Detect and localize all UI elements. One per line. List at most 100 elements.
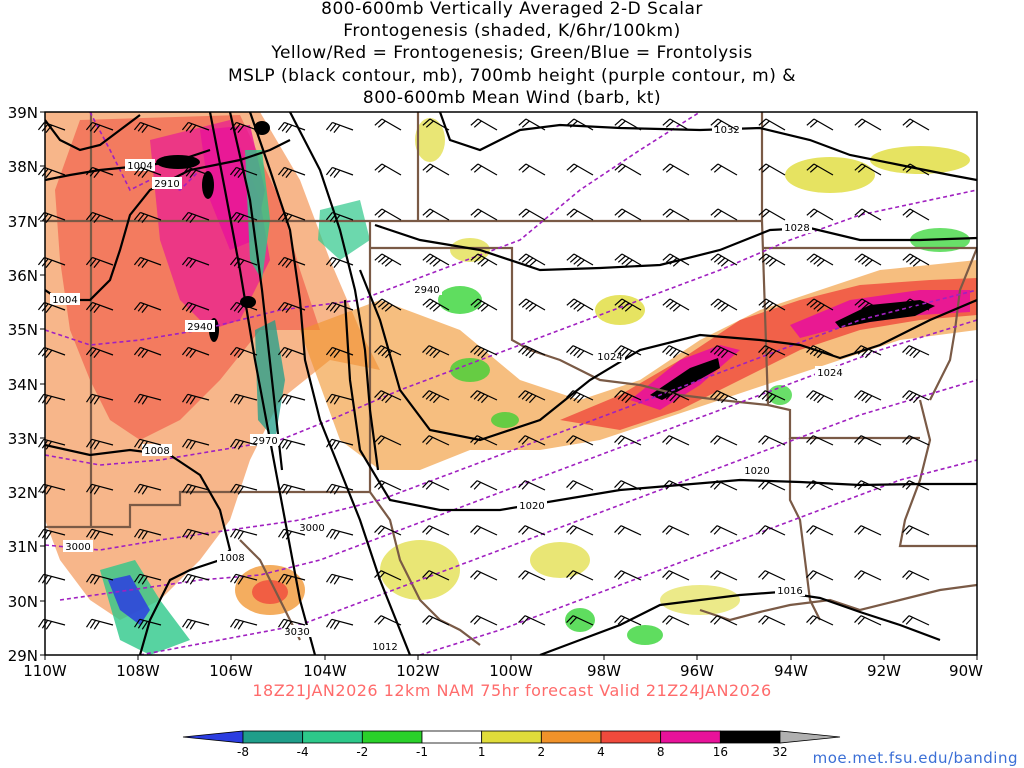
wind-barb bbox=[758, 298, 786, 312]
wind-barb bbox=[806, 345, 834, 359]
lat-label: 34N bbox=[8, 376, 38, 394]
wind-barb bbox=[230, 483, 258, 495]
wind-barb bbox=[278, 528, 306, 540]
colorbar-box bbox=[421, 730, 483, 744]
wind-barb bbox=[277, 166, 306, 179]
wind-barb bbox=[277, 256, 306, 269]
wind-barb bbox=[902, 615, 930, 626]
colorbar-box bbox=[361, 730, 423, 744]
wind-barb bbox=[710, 345, 738, 359]
wind-barb bbox=[422, 298, 450, 312]
wind-barb bbox=[662, 480, 690, 491]
wind-barb bbox=[229, 166, 258, 179]
mslp-label: 1032 bbox=[714, 125, 739, 136]
wind-barb bbox=[806, 208, 834, 221]
wind-barb bbox=[806, 525, 834, 536]
wind-barb bbox=[614, 345, 642, 359]
wind-barb bbox=[470, 525, 498, 536]
wind-barb bbox=[374, 570, 402, 581]
height-label: 3000 bbox=[65, 542, 90, 553]
height-label: 3030 bbox=[284, 627, 309, 638]
colorbar-box bbox=[719, 730, 781, 744]
wind-barb bbox=[470, 298, 498, 312]
wind-barb bbox=[902, 163, 930, 176]
wind-barb bbox=[902, 208, 930, 221]
wind-barb bbox=[133, 256, 162, 269]
wind-barb bbox=[278, 438, 306, 450]
wind-barb bbox=[902, 253, 930, 267]
wind-barb bbox=[566, 390, 594, 404]
height-contour-labels: 2910 2940 2940 2970 3000 3000 3030 bbox=[63, 177, 442, 638]
title-line-4: MSLP (black contour, mb), 700mb height (… bbox=[227, 66, 797, 86]
wind-barb bbox=[374, 435, 402, 446]
wind-barb bbox=[278, 573, 306, 585]
wind-barb bbox=[854, 118, 882, 131]
wind-barb bbox=[326, 438, 354, 450]
wind-barb bbox=[325, 301, 354, 314]
wind-barb bbox=[422, 163, 450, 176]
title-line-1: 800-600mb Vertically Averaged 2-D Scalar bbox=[321, 0, 703, 19]
colorbar-box bbox=[481, 730, 542, 744]
wind-barb bbox=[902, 390, 930, 404]
wind-barb bbox=[854, 253, 882, 267]
wind-barb bbox=[422, 118, 450, 131]
wind-barb bbox=[86, 483, 114, 495]
wind-barb bbox=[37, 166, 66, 179]
wind-barb bbox=[181, 256, 210, 269]
colorbar-box bbox=[660, 730, 721, 744]
height-label: 2940 bbox=[414, 285, 439, 296]
wind-barb bbox=[710, 163, 738, 176]
height-contours bbox=[45, 112, 977, 655]
wind-barb bbox=[758, 118, 786, 131]
lat-label: 37N bbox=[8, 213, 38, 231]
lat-label: 38N bbox=[8, 158, 38, 176]
mslp-label: 1024 bbox=[817, 368, 842, 379]
wind-barb bbox=[374, 298, 402, 312]
wind-barb bbox=[229, 211, 258, 224]
height-label: 2970 bbox=[252, 436, 277, 447]
wind-barb bbox=[230, 528, 258, 540]
wind-barb bbox=[37, 346, 66, 359]
wind-barb bbox=[806, 435, 834, 446]
colorbar-tick-label: 16 bbox=[713, 745, 728, 759]
lat-label: 29N bbox=[8, 647, 38, 665]
wind-barb bbox=[518, 298, 546, 312]
wind-barb bbox=[662, 525, 690, 536]
colorbar-low-triangle bbox=[182, 730, 244, 744]
wind-barb bbox=[374, 615, 402, 626]
colorbar-tick-label: -1 bbox=[416, 745, 428, 759]
wind-barb bbox=[566, 480, 594, 491]
wind-barb bbox=[470, 480, 498, 491]
forecast-valid-time: 18Z21JAN2026 12km NAM 75hr forecast Vali… bbox=[252, 681, 772, 700]
wind-barb bbox=[374, 345, 402, 359]
wind-barb bbox=[470, 390, 498, 404]
wind-barb bbox=[325, 166, 354, 179]
wind-barb bbox=[85, 346, 114, 359]
wind-barb bbox=[566, 208, 594, 221]
mslp-contour-labels: 1032 1028 1024 1024 1020 1020 1016 1012 … bbox=[50, 123, 845, 653]
wind-barb bbox=[854, 480, 882, 491]
wind-barb bbox=[902, 298, 930, 312]
wind-barb bbox=[85, 121, 114, 134]
mslp-label: 1016 bbox=[777, 586, 802, 597]
wind-barb bbox=[806, 480, 834, 491]
wind-barb bbox=[806, 615, 834, 626]
wind-barb bbox=[518, 390, 546, 404]
wind-barb bbox=[614, 570, 642, 581]
lon-label: 100W bbox=[489, 662, 533, 680]
wind-barb bbox=[470, 118, 498, 131]
wind-barb bbox=[710, 390, 738, 404]
wind-barb bbox=[133, 211, 162, 224]
colorbar-box bbox=[540, 730, 602, 744]
wind-barb bbox=[422, 345, 450, 359]
lon-label: 90W bbox=[949, 662, 983, 680]
wind-barb bbox=[182, 393, 210, 405]
wind-barb bbox=[566, 615, 594, 626]
wind-barb bbox=[710, 480, 738, 491]
wind-barb bbox=[566, 163, 594, 176]
lat-label: 30N bbox=[8, 593, 38, 611]
lon-label: 106W bbox=[209, 662, 253, 680]
mslp-label: 1020 bbox=[519, 501, 544, 512]
wind-barb bbox=[278, 618, 306, 630]
wind-barb bbox=[181, 166, 210, 179]
